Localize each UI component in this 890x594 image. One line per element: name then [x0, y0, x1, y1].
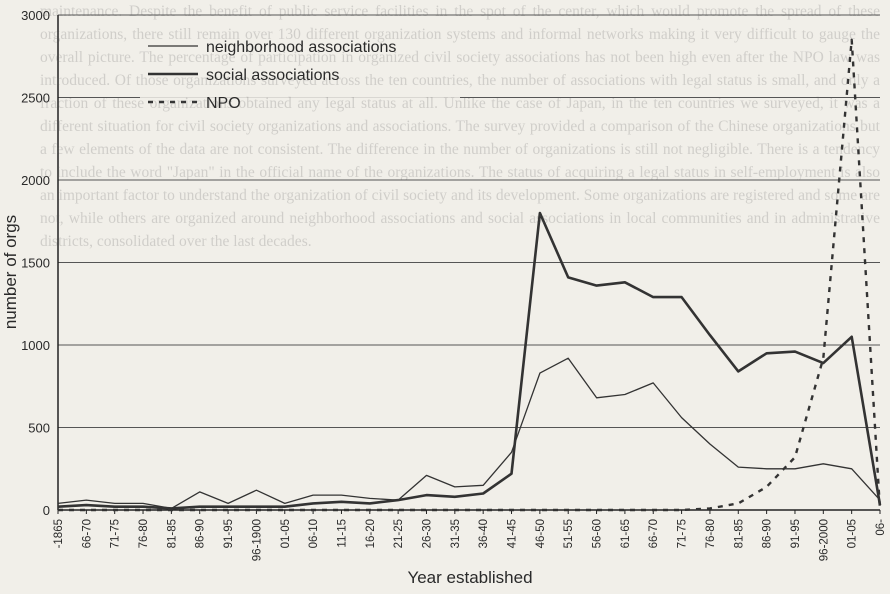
y-tick-label: 500 [28, 421, 50, 436]
y-tick-label: 3000 [21, 8, 50, 23]
x-tick-label: 26-30 [421, 519, 433, 548]
x-tick-label: 76-80 [138, 519, 150, 548]
x-tick-label: 01-05 [280, 519, 292, 548]
y-axis-label: number of orgs [1, 215, 20, 329]
series-line-3 [58, 38, 882, 512]
x-tick-label: 71-75 [677, 519, 689, 548]
x-tick-label: 56-60 [592, 519, 604, 548]
y-tick-label: 1500 [21, 256, 50, 271]
x-tick-label: 21-25 [393, 519, 405, 548]
x-tick-label: 01-05 [847, 519, 859, 548]
x-tick-labels: -1865 66-70 71-75 76-80 81-85 86-90 91-95 96-19… [53, 510, 887, 561]
x-tick-label: 96-1900 [251, 519, 263, 561]
x-tick-label: 31-35 [450, 519, 462, 548]
x-tick-label: -1865 [53, 519, 65, 548]
y-tick-label: 2000 [21, 173, 50, 188]
x-tick-label: 36-40 [478, 519, 490, 548]
y-tick-label: 0 [43, 503, 50, 518]
x-tick-label: 66-70 [81, 519, 93, 548]
x-tick-label: 11-15 [336, 519, 348, 548]
x-tick-label: 16-20 [365, 519, 377, 548]
x-tick-label: 86-90 [195, 519, 207, 548]
x-tick-label: 66-70 [648, 519, 660, 548]
y-tick-labels: 0 500 1000 1500 2000 2500 3000 [21, 8, 50, 518]
legend-background [140, 28, 460, 113]
y-tick-label: 2500 [21, 91, 50, 106]
x-tick-label: 76-80 [705, 519, 717, 548]
legend-label: neighborhood associations [206, 39, 396, 56]
x-tick-label: 81-85 [733, 519, 745, 548]
gridlines [58, 14, 880, 428]
data-series [57, 38, 882, 512]
x-tick-label: 96-2000 [818, 519, 830, 561]
legend: neighborhood associations social associat… [140, 28, 460, 113]
y-tick-label: 1000 [21, 338, 50, 353]
x-tick-label: 06- [875, 519, 887, 536]
x-tick-label: 51-55 [563, 519, 575, 548]
series-line-1 [57, 357, 881, 510]
x-tick-label: 71-75 [110, 519, 122, 548]
legend-label: social associations [206, 67, 339, 84]
x-tick-label: 81-85 [166, 519, 178, 548]
x-axis-label: Year established [407, 568, 532, 587]
series-line-2 [57, 211, 882, 510]
x-tick-label: 46-50 [535, 519, 547, 548]
x-tick-label: 86-90 [762, 519, 774, 548]
x-tick-label: 91-95 [790, 519, 802, 548]
legend-label: NPO [206, 95, 241, 112]
x-tick-label: 06-10 [308, 519, 320, 548]
x-tick-label: 91-95 [223, 519, 235, 548]
x-tick-label: 41-45 [507, 519, 519, 548]
x-tick-label: 61-65 [620, 519, 632, 548]
